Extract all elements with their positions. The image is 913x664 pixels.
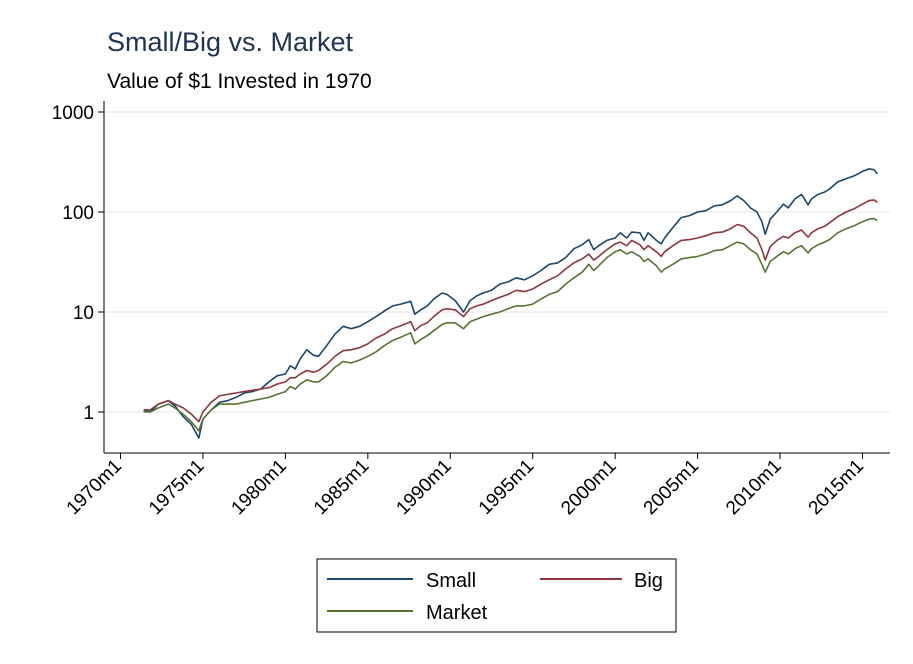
- y-tick-label: 1000: [52, 103, 94, 124]
- plot-lines: [143, 168, 878, 439]
- y-tick-label: 100: [62, 203, 94, 224]
- y-ticks: 1 10 100 1000: [52, 103, 104, 424]
- series-line-small: [143, 168, 878, 439]
- legend: Small Big Market: [316, 558, 677, 633]
- chart-title: Small/Big vs. Market: [107, 27, 354, 57]
- y-tick-label: 10: [73, 303, 94, 324]
- legend-label-market: Market: [426, 602, 488, 624]
- series-line-big: [143, 199, 878, 423]
- y-tick-label: 1: [83, 403, 94, 424]
- legend-label-small: Small: [426, 570, 476, 592]
- legend-box: [316, 558, 677, 633]
- series-line-market: [143, 217, 878, 432]
- chart-subtitle: Value of $1 Invested in 1970: [107, 70, 372, 93]
- legend-label-big: Big: [634, 570, 663, 592]
- axes: [103, 101, 890, 454]
